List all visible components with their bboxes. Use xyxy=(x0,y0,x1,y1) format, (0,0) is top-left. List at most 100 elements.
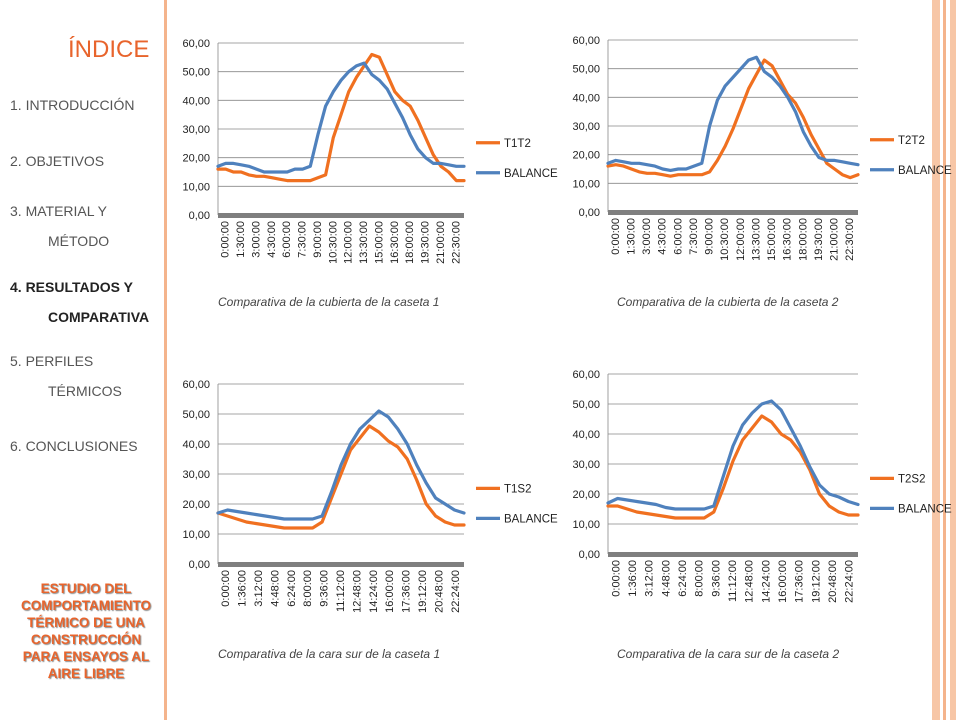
x-tick-label: 15:00:00 xyxy=(766,218,778,261)
index-item-label-cont: MÉTODO xyxy=(48,233,110,249)
index-title: ÍNDICE xyxy=(68,36,150,63)
index-item-objetivos[interactable]: 2. OBJETIVOS xyxy=(10,152,104,170)
x-tick-label: 19:12:00 xyxy=(417,570,429,613)
x-tick-label: 14:24:00 xyxy=(368,570,380,613)
chart-cubierta-caseta-1: 0,00 10,00 20,00 30,00 40,00 50,00 60,00 0:00:0… xyxy=(170,30,560,270)
index-item-label: 4. RESULTADOS Y xyxy=(10,279,133,295)
decor-stripe xyxy=(943,0,946,720)
x-tick-label: 6:00:00 xyxy=(672,218,684,255)
y-tick-label: 50,00 xyxy=(182,67,210,79)
x-tick-label: 1:30:00 xyxy=(235,221,247,258)
y-tick-label: 10,00 xyxy=(182,529,210,541)
x-tick-label: 9:00:00 xyxy=(704,218,716,255)
x-tick-label: 22:30:00 xyxy=(450,221,462,264)
y-tick-label: 10,00 xyxy=(182,181,210,193)
series-line-balance xyxy=(216,409,466,521)
x-tick-label: 20:48:00 xyxy=(433,570,445,613)
y-tick-label: 30,00 xyxy=(572,121,600,133)
x-axis xyxy=(608,210,858,215)
y-tick-label: 20,00 xyxy=(572,150,600,162)
x-tick-label: 11:12:00 xyxy=(335,570,347,612)
y-tick-label: 0,00 xyxy=(189,559,210,571)
index-item-label-cont: COMPARATIVA xyxy=(48,309,150,325)
x-tick-label: 6:24:00 xyxy=(286,570,298,607)
subtitle-line: PARA ENSAYOS AL xyxy=(22,649,150,664)
series-line-t2s2 xyxy=(606,414,860,520)
x-tick-label: 9:36:00 xyxy=(710,560,722,597)
x-tick-label: 21:00:00 xyxy=(829,218,841,261)
index-item-label: 2. OBJETIVOS xyxy=(10,153,105,169)
x-axis xyxy=(218,213,464,218)
x-tick-label: 18:00:00 xyxy=(797,218,809,261)
chart-cubierta-caseta-2: 0,00 10,00 20,00 30,00 40,00 50,00 60,00 0:00:0… xyxy=(560,28,952,268)
x-tick-label: 4:30:00 xyxy=(657,218,669,255)
index-item-label: 6. CONCLUSIONES xyxy=(10,438,138,454)
x-tick-label: 19:12:00 xyxy=(810,560,822,603)
chart-svg: 0,00 10,00 20,00 30,00 40,00 50,00 60,00 0:00:0… xyxy=(182,38,558,264)
index-item-conclusiones[interactable]: 6. CONCLUSIONES xyxy=(10,437,138,455)
legend-label: BALANCE xyxy=(898,503,952,515)
x-tick-label: 12:48:00 xyxy=(351,570,363,613)
x-tick-label: 9:36:00 xyxy=(319,570,331,607)
index-item-perfiles[interactable]: 5. PERFILES TÉRMICOS xyxy=(10,352,122,400)
decor-stripe xyxy=(950,0,956,720)
x-tick-label: 4:30:00 xyxy=(266,221,278,258)
subtitle-line: CONSTRUCCIÓN xyxy=(30,632,142,647)
y-tick-label: 50,00 xyxy=(572,399,600,411)
y-tick-label: 20,00 xyxy=(572,489,600,501)
x-tick-label: 9:00:00 xyxy=(312,221,324,258)
x-tick-label: 11:12:00 xyxy=(727,560,739,602)
y-tick-label: 30,00 xyxy=(182,469,210,481)
legend-label: BALANCE xyxy=(504,513,558,525)
x-tick-label: 1:30:00 xyxy=(625,218,637,255)
chart-caption: Comparativa de la cara sur de la caseta … xyxy=(218,647,441,661)
y-tick-label: 0,00 xyxy=(579,549,600,561)
x-tick-label: 16:30:00 xyxy=(782,218,794,261)
series-line-t1s2 xyxy=(216,424,466,530)
x-tick-label: 1:36:00 xyxy=(627,560,639,597)
series-line-t1t2 xyxy=(216,52,466,183)
x-tick-label: 13:30:00 xyxy=(750,218,762,261)
x-tick-label: 19:30:00 xyxy=(813,218,825,261)
chart-sur-caseta-2: 0,00 10,00 20,00 30,00 40,00 50,00 60,00 0:00:0… xyxy=(560,362,952,612)
x-tick-label: 8:00:00 xyxy=(694,560,706,597)
subtitle-line: AIRE LIBRE xyxy=(47,666,125,681)
x-tick-label: 16:00:00 xyxy=(777,560,789,603)
series-line-balance xyxy=(606,55,860,172)
y-tick-label: 40,00 xyxy=(572,429,600,441)
y-tick-label: 40,00 xyxy=(572,92,600,104)
y-tick-label: 50,00 xyxy=(182,409,210,421)
x-tick-label: 10:30:00 xyxy=(719,218,731,261)
x-tick-label: 20:48:00 xyxy=(827,560,839,603)
chart-svg: 0,00 10,00 20,00 30,00 40,00 50,00 60,00 0:00:0… xyxy=(572,369,952,603)
x-axis xyxy=(608,552,858,557)
x-tick-label: 14:24:00 xyxy=(760,560,772,603)
index-item-material-metodo[interactable]: 3. MATERIAL Y MÉTODO xyxy=(10,202,109,250)
y-tick-label: 30,00 xyxy=(182,124,210,136)
x-axis xyxy=(218,562,464,567)
y-tick-label: 0,00 xyxy=(189,210,210,222)
y-tick-label: 30,00 xyxy=(572,459,600,471)
y-tick-label: 40,00 xyxy=(182,439,210,451)
legend-label: T2T2 xyxy=(898,135,925,147)
subtitle-line: TÉRMICO DE UNA xyxy=(27,615,145,630)
x-tick-label: 6:00:00 xyxy=(281,221,293,258)
chart-sur-caseta-1: 0,00 10,00 20,00 30,00 40,00 50,00 60,00 0:00:0… xyxy=(170,372,560,613)
legend-label: T1S2 xyxy=(504,483,532,495)
y-tick-label: 20,00 xyxy=(182,499,210,511)
x-tick-label: 15:00:00 xyxy=(373,221,385,264)
x-tick-label: 17:36:00 xyxy=(794,560,806,603)
legend-label: T1T2 xyxy=(504,138,531,150)
series-line-t2t2 xyxy=(606,58,860,180)
x-tick-label: 16:00:00 xyxy=(384,570,396,613)
index-item-introduccion[interactable]: 1. INTRODUCCIÓN xyxy=(10,96,134,114)
legend-label: T2S2 xyxy=(898,473,926,485)
x-tick-label: 22:24:00 xyxy=(844,560,856,603)
index-item-resultados[interactable]: 4. RESULTADOS Y COMPARATIVA xyxy=(10,278,149,326)
legend-label: BALANCE xyxy=(504,168,558,180)
x-tick-label: 13:30:00 xyxy=(358,221,370,264)
y-tick-label: 60,00 xyxy=(182,379,210,391)
x-tick-label: 3:00:00 xyxy=(250,221,262,258)
x-tick-label: 6:24:00 xyxy=(677,560,689,597)
x-tick-label: 21:00:00 xyxy=(435,221,447,264)
